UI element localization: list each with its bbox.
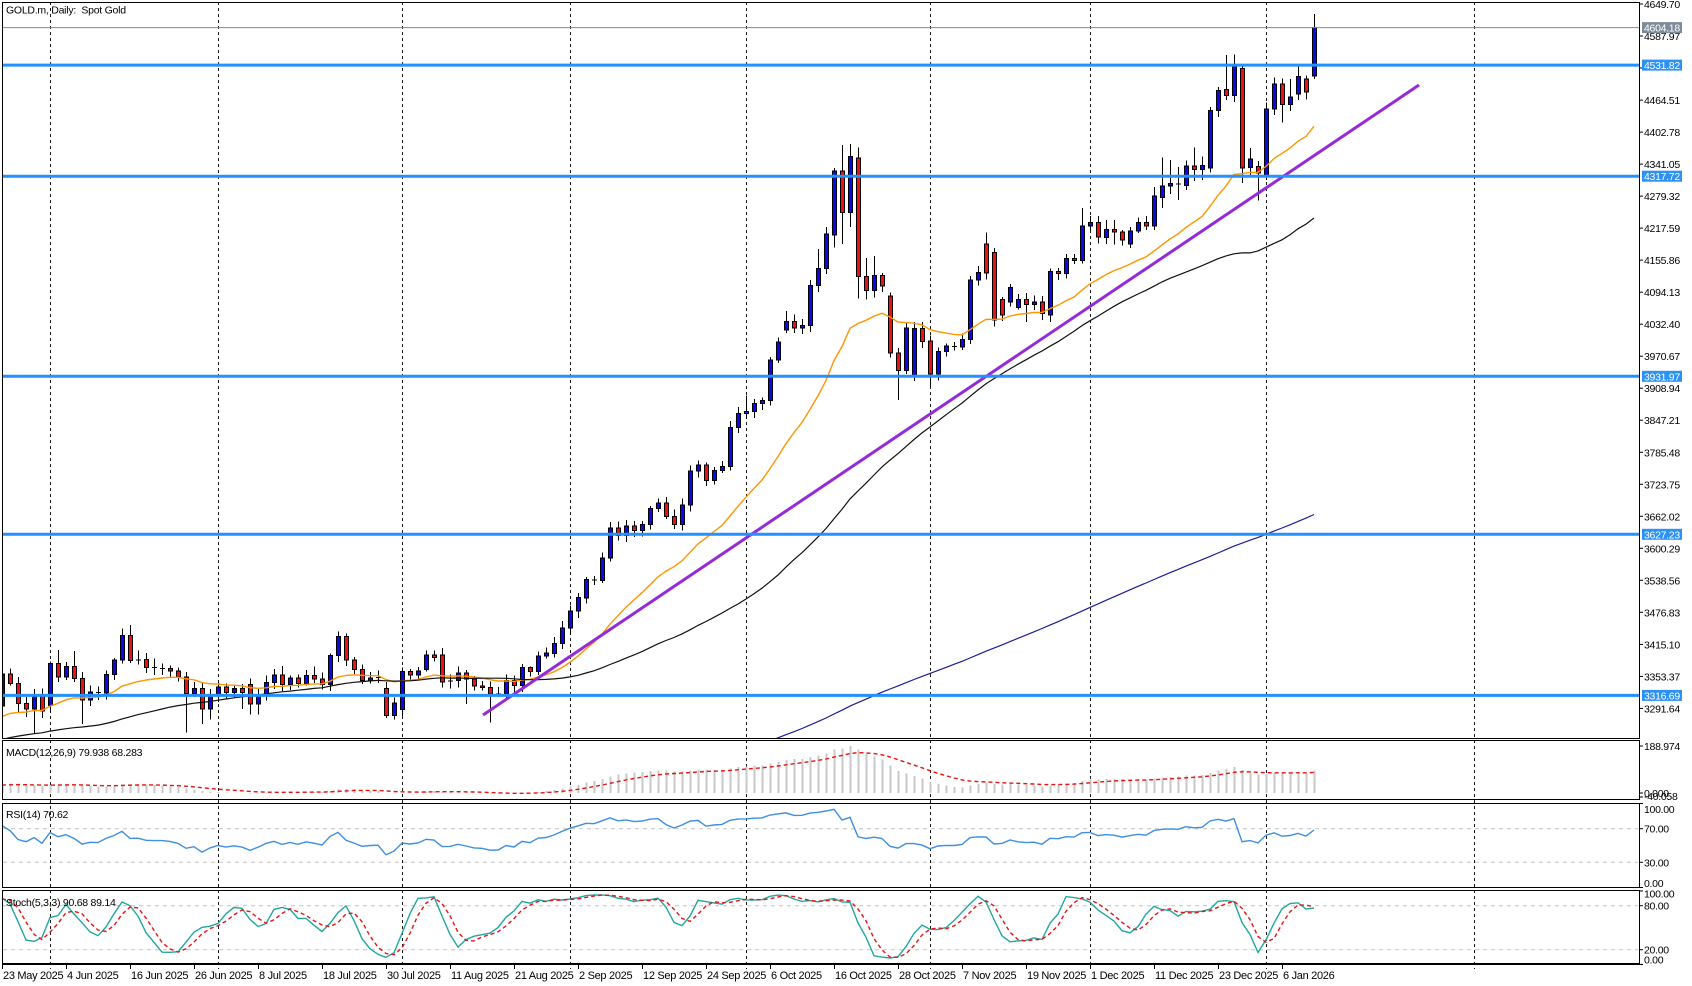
svg-text:80.00: 80.00 xyxy=(1644,901,1669,913)
svg-text:3316.69: 3316.69 xyxy=(1644,690,1680,702)
svg-text:4155.86: 4155.86 xyxy=(1644,255,1680,267)
svg-text:188.974: 188.974 xyxy=(1644,741,1680,753)
svg-text:MACD(12,26,9) 79.938 68.283: MACD(12,26,9) 79.938 68.283 xyxy=(6,747,143,759)
svg-text:2 Sep 2025: 2 Sep 2025 xyxy=(579,970,632,982)
svg-text:11 Aug 2025: 11 Aug 2025 xyxy=(451,970,509,982)
svg-text:3662.02: 3662.02 xyxy=(1644,511,1680,523)
svg-text:3476.83: 3476.83 xyxy=(1644,607,1680,619)
svg-text:Stoch(5,3,3) 90.68 89.14: Stoch(5,3,3) 90.68 89.14 xyxy=(6,897,116,909)
svg-text:4531.82: 4531.82 xyxy=(1644,60,1680,72)
svg-text:3908.94: 3908.94 xyxy=(1644,383,1680,395)
svg-text:4604.18: 4604.18 xyxy=(1644,23,1680,35)
svg-text:12 Sep 2025: 12 Sep 2025 xyxy=(643,970,702,982)
svg-text:4317.72: 4317.72 xyxy=(1644,171,1680,183)
svg-text:7 Nov 2025: 7 Nov 2025 xyxy=(963,970,1016,982)
svg-text:4 Jun 2025: 4 Jun 2025 xyxy=(67,970,119,982)
svg-text:4032.40: 4032.40 xyxy=(1644,319,1680,331)
svg-text:3847.21: 3847.21 xyxy=(1644,415,1680,427)
svg-text:3785.48: 3785.48 xyxy=(1644,447,1680,459)
svg-text:19 Nov 2025: 19 Nov 2025 xyxy=(1027,970,1086,982)
svg-text:23 Dec 2025: 23 Dec 2025 xyxy=(1219,970,1278,982)
svg-text:0.00: 0.00 xyxy=(1644,878,1664,890)
svg-text:21 Aug 2025: 21 Aug 2025 xyxy=(515,970,574,982)
svg-text:3291.64: 3291.64 xyxy=(1644,703,1680,715)
svg-text:24 Sep 2025: 24 Sep 2025 xyxy=(707,970,766,982)
svg-text:3600.29: 3600.29 xyxy=(1644,543,1680,555)
svg-text:4279.32: 4279.32 xyxy=(1644,191,1680,203)
svg-text:4649.70: 4649.70 xyxy=(1644,0,1680,11)
svg-text:20.00: 20.00 xyxy=(1644,945,1669,957)
svg-text:4402.78: 4402.78 xyxy=(1644,127,1680,139)
svg-text:70.00: 70.00 xyxy=(1644,824,1669,836)
svg-text:16 Oct 2025: 16 Oct 2025 xyxy=(835,970,892,982)
svg-text:23 May 2025: 23 May 2025 xyxy=(3,970,63,982)
svg-text:3627.23: 3627.23 xyxy=(1644,529,1680,541)
svg-text:100.00: 100.00 xyxy=(1644,889,1675,901)
svg-text:100.00: 100.00 xyxy=(1644,804,1675,816)
svg-text:11 Dec 2025: 11 Dec 2025 xyxy=(1155,970,1213,982)
svg-text:30.00: 30.00 xyxy=(1644,857,1669,869)
svg-text:1 Dec 2025: 1 Dec 2025 xyxy=(1091,970,1144,982)
svg-text:3931.97: 3931.97 xyxy=(1644,371,1680,383)
svg-text:6 Oct 2025: 6 Oct 2025 xyxy=(771,970,822,982)
svg-text:RSI(14) 70.62: RSI(14) 70.62 xyxy=(6,809,69,821)
svg-text:16 Jun 2025: 16 Jun 2025 xyxy=(131,970,188,982)
svg-text:3723.75: 3723.75 xyxy=(1644,479,1680,491)
svg-text:4341.05: 4341.05 xyxy=(1644,159,1680,171)
svg-text:3415.10: 3415.10 xyxy=(1644,639,1680,651)
svg-text:GOLD.m, Daily: Spot Gold: GOLD.m, Daily: Spot Gold xyxy=(6,5,126,17)
svg-text:3538.56: 3538.56 xyxy=(1644,575,1680,587)
svg-text:-40.058: -40.058 xyxy=(1644,791,1678,803)
svg-text:0.000: 0.000 xyxy=(1644,788,1669,800)
svg-text:6 Jan 2026: 6 Jan 2026 xyxy=(1283,970,1335,982)
svg-text:3353.37: 3353.37 xyxy=(1644,671,1680,683)
svg-text:8 Jul 2025: 8 Jul 2025 xyxy=(259,970,307,982)
svg-text:4217.59: 4217.59 xyxy=(1644,223,1680,235)
svg-text:28 Oct 2025: 28 Oct 2025 xyxy=(899,970,956,982)
svg-text:30 Jul 2025: 30 Jul 2025 xyxy=(387,970,441,982)
svg-text:4094.13: 4094.13 xyxy=(1644,287,1680,299)
svg-text:0.00: 0.00 xyxy=(1644,955,1664,967)
svg-text:3970.67: 3970.67 xyxy=(1644,351,1680,363)
svg-text:26 Jun 2025: 26 Jun 2025 xyxy=(195,970,252,982)
svg-text:4587.97: 4587.97 xyxy=(1644,31,1680,43)
svg-text:4464.51: 4464.51 xyxy=(1644,95,1680,107)
svg-text:18 Jul 2025: 18 Jul 2025 xyxy=(323,970,377,982)
